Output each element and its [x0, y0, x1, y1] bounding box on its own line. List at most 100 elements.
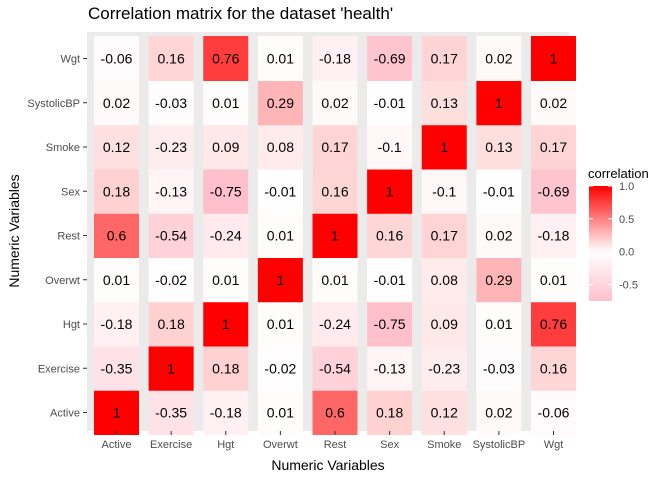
cell-value-label: -0.35	[101, 360, 133, 376]
heatmap-cell	[476, 213, 522, 258]
cell-value-label: -0.01	[374, 272, 406, 288]
legend-tick-label: 0.0	[619, 247, 634, 259]
cell-value-label: 0.13	[485, 139, 512, 155]
heatmap-cell	[421, 124, 467, 170]
cell-value-label: 0.18	[103, 183, 130, 199]
heatmap-cell	[476, 345, 522, 391]
cell-value-label: 0.01	[267, 51, 294, 67]
heatmap-cell	[531, 80, 576, 126]
cell-value-label: 0.08	[431, 272, 458, 288]
heatmap-cell	[421, 80, 467, 126]
heatmap-cell	[257, 213, 303, 258]
cell-value-label: -0.23	[428, 360, 460, 376]
cell-value-label: 1	[440, 139, 448, 155]
y-tick-label: Smoke	[46, 142, 80, 154]
cell-value-label: 0.29	[267, 95, 294, 111]
heatmap-cell	[476, 301, 522, 347]
x-tick-label: Hgt	[217, 439, 234, 451]
cell-value-label: -0.69	[538, 183, 570, 199]
cell-value-label: 0.17	[431, 228, 458, 244]
heatmap-cell	[476, 390, 522, 435]
heatmap-cell	[367, 80, 413, 126]
cell-value-label: 0.16	[158, 51, 185, 67]
x-tick-label: Rest	[324, 439, 347, 451]
cell-value-label: 0.01	[212, 272, 239, 288]
legend: correlation 1.0 0.5 0.0 -0.5	[588, 166, 649, 301]
cell-value-label: -0.23	[155, 139, 187, 155]
cell-value-label: 0.01	[267, 228, 294, 244]
cell-value-label: 0.01	[212, 95, 239, 111]
cell-value-label: 0.02	[485, 405, 512, 421]
heatmap-cell	[531, 301, 576, 347]
heatmap-cell	[367, 301, 413, 347]
heatmap-cell	[421, 345, 467, 391]
heatmap-cell	[531, 390, 576, 435]
cell-value-label: 1	[331, 228, 339, 244]
legend-tick-label: 1.0	[619, 181, 634, 193]
cell-value-label: 0.18	[376, 405, 403, 421]
cell-value-label: -0.01	[374, 95, 406, 111]
cell-value-label: -0.24	[210, 228, 242, 244]
cell-value-label: 0.29	[485, 272, 512, 288]
heatmap-cell	[531, 124, 576, 170]
heatmap-cell	[312, 124, 358, 170]
heatmap-cell	[367, 168, 413, 214]
heatmap-cell	[476, 124, 522, 170]
heatmap-cell	[94, 345, 139, 391]
cell-value-label: 0.01	[267, 405, 294, 421]
cell-value-label: -0.02	[264, 360, 296, 376]
heatmap-cell	[421, 36, 467, 81]
heatmap-cell	[312, 168, 358, 214]
cell-value-label: -0.18	[319, 51, 351, 67]
cell-value-label: 0.18	[158, 316, 185, 332]
cell-value-label: 0.76	[540, 316, 567, 332]
heatmap-cell	[257, 36, 303, 81]
legend-tick-label: -0.5	[619, 280, 638, 292]
cell-value-label: 0.01	[267, 316, 294, 332]
cell-value-label: -0.18	[210, 405, 242, 421]
cell-value-label: -0.03	[155, 95, 187, 111]
cell-value-label: -0.54	[319, 360, 351, 376]
y-tick-label: Sex	[61, 186, 80, 198]
cell-value-label: 0.17	[321, 139, 348, 155]
y-tick-label: Exercise	[38, 363, 80, 375]
heatmap-cell	[257, 345, 303, 391]
cell-value-label: 0.01	[103, 272, 130, 288]
heatmap-cell	[203, 80, 249, 126]
chart-title: Correlation matrix for the dataset 'heal…	[88, 4, 393, 23]
heatmap-cell	[421, 301, 467, 347]
heatmap-cell	[257, 390, 303, 435]
heatmap-cell	[531, 213, 576, 258]
y-axis-ticks: Active Exercise Hgt Overwt Rest Sex Smoke Systo…	[27, 54, 87, 420]
cell-value-label: -0.54	[155, 228, 187, 244]
cell-value-label: 0.16	[376, 228, 403, 244]
cell-value-label: -0.18	[538, 228, 570, 244]
heatmap-cell	[312, 301, 358, 347]
legend-tick-label: 0.5	[619, 214, 634, 226]
heatmap-cell	[148, 36, 194, 81]
y-axis-title: Numeric Variables	[6, 174, 22, 287]
heatmap-cell	[531, 168, 576, 214]
cell-value-label: -0.75	[210, 183, 242, 199]
cell-value-label: -0.13	[374, 360, 406, 376]
heatmap-cell	[312, 345, 358, 391]
heatmap-cell	[203, 168, 249, 214]
heatmap-cell-labels: 1 -0.35 -0.18 0.01 0.6 0.18 0.12 0.02 -0.06 -0.35…	[101, 51, 570, 421]
cell-value-label: 0.01	[321, 272, 348, 288]
heatmap-cell	[367, 124, 413, 170]
cell-value-label: 0.6	[107, 228, 127, 244]
cell-value-label: 0.13	[431, 95, 458, 111]
heatmap-cell	[421, 257, 467, 303]
heatmap-cell	[367, 345, 413, 391]
cell-value-label: -0.01	[264, 183, 296, 199]
cell-value-label: 0.12	[431, 405, 458, 421]
cell-value-label: 1	[276, 272, 284, 288]
cell-value-label: 1	[495, 95, 503, 111]
legend-title: correlation	[588, 166, 649, 181]
heatmap-cell	[367, 36, 413, 81]
cell-value-label: 0.76	[212, 51, 239, 67]
heatmap-cell	[203, 345, 249, 391]
legend-ticks: 1.0 0.5 0.0 -0.5	[589, 181, 638, 292]
heatmap-cell	[94, 390, 139, 435]
x-tick-label: Active	[102, 439, 132, 451]
